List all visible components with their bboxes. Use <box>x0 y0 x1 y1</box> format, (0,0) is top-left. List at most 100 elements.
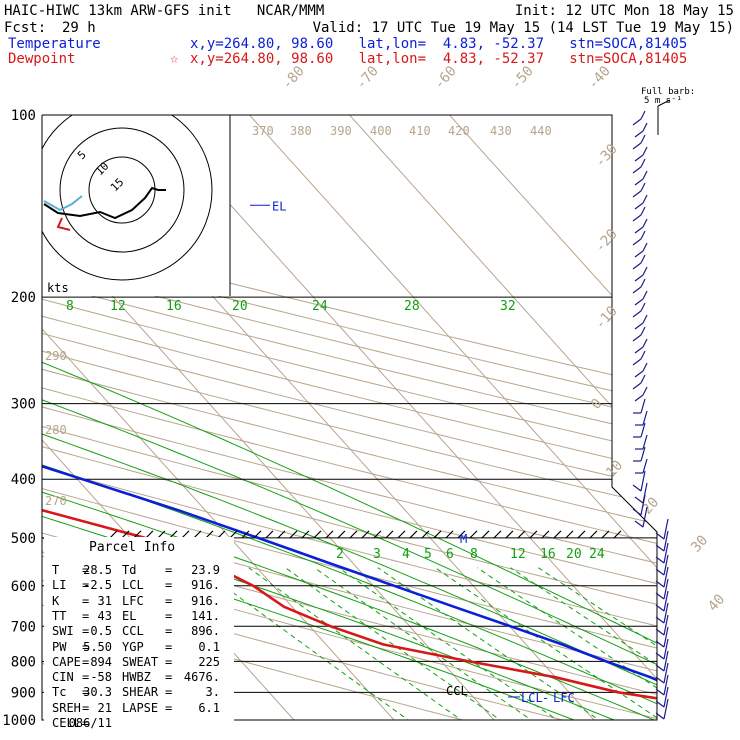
hodograph-lowlevel-trace <box>43 195 83 212</box>
pressure-tick-label: 800 <box>11 654 36 670</box>
freezing-level-hatch <box>229 530 238 539</box>
wind-barb-feather <box>640 182 646 192</box>
parcel-info-cell: Td <box>122 563 137 577</box>
pressure-tick-label: 200 <box>11 290 36 306</box>
freezing-level-hatch <box>457 530 466 539</box>
dry-adiabat-line <box>42 115 657 720</box>
theta-label: 390 <box>330 124 352 138</box>
isotherm-label: -70 <box>353 63 382 93</box>
freezing-level-hatch <box>325 530 334 539</box>
wind-barb <box>634 202 644 210</box>
forecast-hours: 29 h <box>62 20 96 36</box>
wind-barb <box>632 142 642 150</box>
dry-adiabat-line <box>42 115 657 720</box>
parcel-info-cell: CELL <box>52 716 81 730</box>
mixing-ratio-line <box>248 567 480 720</box>
wind-barb <box>655 712 665 720</box>
parcel-info-cell: 086/11 <box>68 716 112 730</box>
wind-barb-feather <box>663 530 669 552</box>
moist-adiabat-label: 16 <box>166 299 182 314</box>
wind-barb <box>634 130 644 138</box>
dry-adiabat-line <box>42 115 614 720</box>
mixing-ratio-line <box>434 567 657 720</box>
wind-barb-feather <box>663 638 669 660</box>
parcel-info-cell: 916. <box>191 593 220 608</box>
parcel-info-cell: 21 <box>97 700 112 715</box>
wind-barb <box>632 334 642 342</box>
dewpoint-location-info: x,y=264.80, 98.60 lat,lon= 4.83, -52.37 … <box>190 51 688 67</box>
dry-adiabat-line <box>42 115 657 720</box>
wind-barb-feather <box>642 458 648 474</box>
theta-label: 280 <box>45 423 67 437</box>
wind-barb-feather <box>642 266 648 276</box>
parcel-info-equals: = <box>82 685 90 700</box>
parcel-info-cell: CCL <box>122 624 144 639</box>
storm-motion-marker <box>56 217 71 231</box>
wind-barb <box>632 358 642 366</box>
theta-label: 270 <box>45 494 67 508</box>
moist-adiabat-line <box>42 283 657 720</box>
parcel-info-cell: 28.5 <box>83 563 112 577</box>
forecast-label: Fcst: <box>4 20 47 36</box>
dewpoint-marker-icon: ☆ <box>170 51 179 67</box>
hodograph-units-label: kts <box>47 281 69 295</box>
freezing-level-hatch <box>397 530 406 539</box>
parcel-info-cell: EL <box>122 608 137 623</box>
wind-barb <box>655 652 665 660</box>
mixing-ratio-label: 3 <box>373 547 381 562</box>
parcel-info-equals: = <box>165 608 173 623</box>
dry-adiabat-line <box>42 115 657 720</box>
mixing-ratio-line <box>198 567 427 720</box>
freezing-level-hatch <box>205 530 214 539</box>
wind-barb <box>632 118 642 126</box>
freezing-level-hatch <box>385 530 394 539</box>
wind-barb-feather <box>642 386 648 396</box>
parcel-info-cell: 43 <box>97 608 112 623</box>
freezing-level-hatch <box>193 530 202 539</box>
freezing-level-hatch <box>553 530 562 539</box>
dry-adiabat-line <box>42 115 657 720</box>
wind-barb-feather <box>663 578 669 600</box>
moist-adiabat-label: 24 <box>312 299 328 314</box>
wind-barb <box>655 544 665 552</box>
wind-barb-feather <box>642 170 648 180</box>
wind-barb-feather <box>640 158 646 168</box>
wind-barb-feather <box>642 410 648 426</box>
freezing-level-hatch <box>565 530 574 539</box>
mixing-ratio-label: 6 <box>446 547 454 562</box>
parcel-info-cell: SREH <box>52 700 81 715</box>
parcel-info-cell: Tc <box>52 685 67 700</box>
isotherm-label: 30 <box>688 532 711 555</box>
pressure-tick-label: 500 <box>11 531 36 547</box>
freezing-level-hatch <box>481 530 490 539</box>
wind-barb <box>655 592 665 600</box>
freezing-level-hatch <box>121 530 130 539</box>
model-title: HAIC-HIWC 13km ARW-GFS init NCAR/MMM <box>4 3 325 19</box>
barb-legend-title: Full barb: <box>641 87 695 97</box>
parcel-info-cell: HWBZ <box>122 670 151 685</box>
theta-label: 370 <box>252 124 274 138</box>
parcel-info-equals: = <box>165 578 173 593</box>
wind-barb <box>655 616 665 624</box>
wind-barb-feather <box>640 302 646 312</box>
isotherm-line <box>42 115 406 720</box>
parcel-info-equals: = <box>82 654 90 669</box>
wind-barb <box>655 532 665 540</box>
pressure-tick-label: 100 <box>11 108 36 124</box>
wind-barb-feather <box>640 206 646 216</box>
wind-barb-feather <box>642 290 648 300</box>
parcel-info-equals: = <box>82 700 90 715</box>
parcel-info-equals: = <box>82 716 90 730</box>
parcel-info-cell: 225 <box>198 654 220 669</box>
wind-barb <box>655 664 665 672</box>
mixing-ratio-line <box>314 567 550 720</box>
wind-barb-feather <box>640 494 646 516</box>
wind-barb-feather <box>663 614 669 636</box>
parcel-info-equals: = <box>165 654 173 669</box>
mixing-ratio-line <box>285 567 519 720</box>
wind-barb-feather <box>663 698 669 720</box>
freezing-level-hatch <box>133 530 142 539</box>
parcel-info-equals: = <box>82 624 90 639</box>
wind-barb-feather <box>640 254 646 264</box>
